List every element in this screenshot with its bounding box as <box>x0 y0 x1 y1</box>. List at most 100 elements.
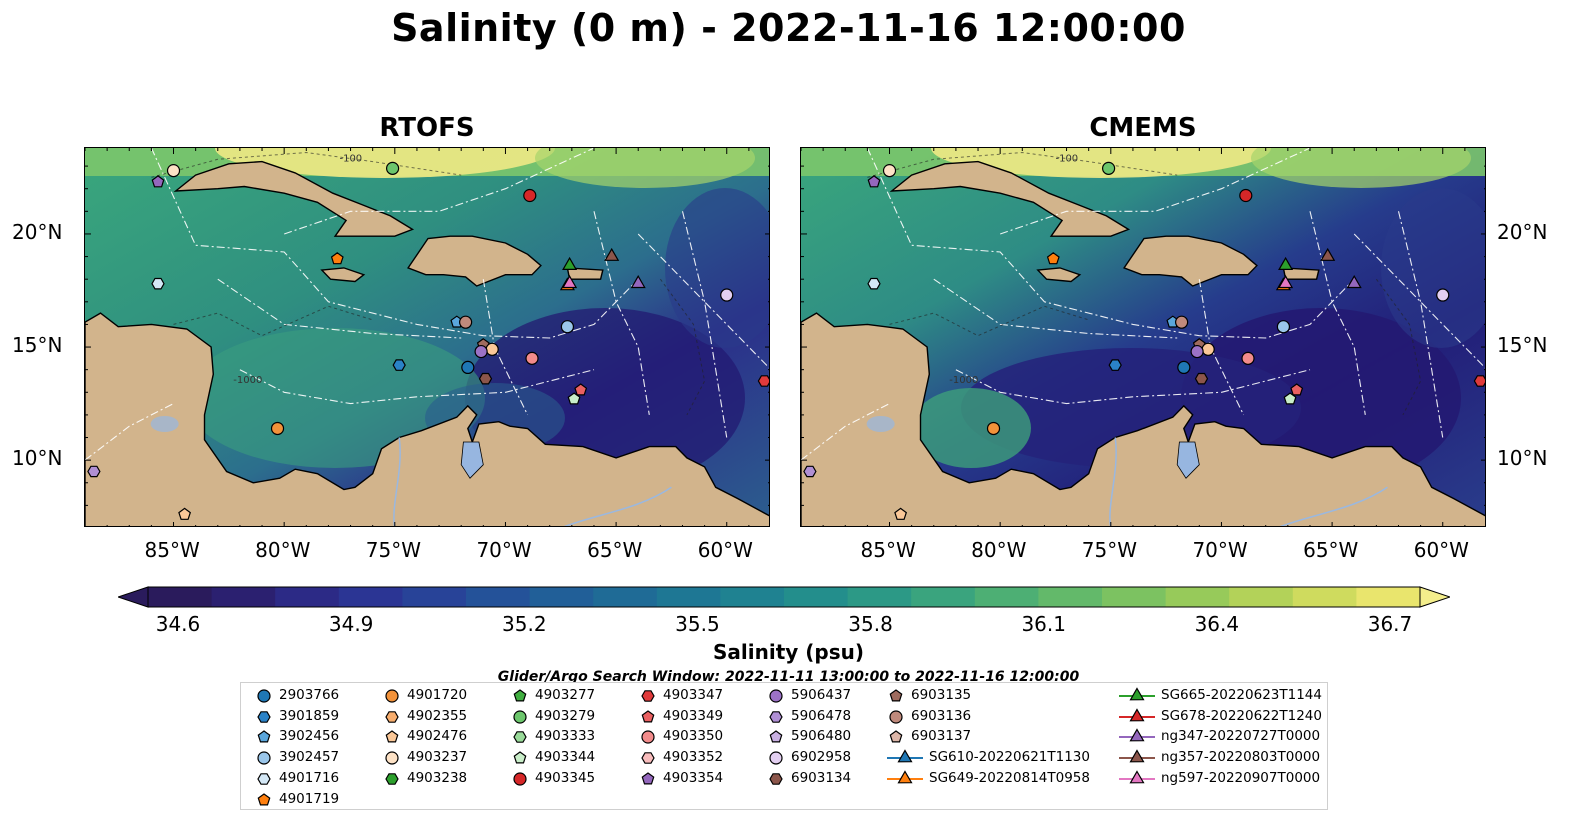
legend-item: SG649-20220814T0958 <box>887 768 1090 788</box>
legend-marker-icon <box>257 689 271 703</box>
station-marker-13 <box>1177 360 1191 375</box>
legend-marker-icon <box>257 710 271 723</box>
legend-marker-icon <box>769 772 783 785</box>
colorbar-tick-label: 34.6 <box>155 612 201 636</box>
panel-title-cmems: CMEMS <box>1089 113 1197 143</box>
legend-item: 5906437 <box>767 685 851 705</box>
station-marker-26 <box>604 247 620 261</box>
station-marker-16 <box>392 359 406 371</box>
legend-marker-icon <box>887 749 923 763</box>
legend-marker-icon <box>889 689 903 702</box>
station-marker-23 <box>562 256 578 271</box>
legend-item: 4903333 <box>511 726 595 746</box>
colorbar-segment <box>974 587 1039 607</box>
colorbar-segment <box>720 587 785 607</box>
legend-marker-icon <box>769 751 783 765</box>
lon-tick-label: 60°W <box>1413 538 1469 562</box>
land-jamaica <box>320 267 366 283</box>
station-marker-11 <box>485 342 499 356</box>
map-panel-cmems: -1000 -100 <box>800 147 1486 527</box>
legend-label: ng347-20220727T0000 <box>1161 728 1321 745</box>
legend-marker-icon <box>1119 749 1155 763</box>
colorbar-segment <box>656 587 721 607</box>
lat-tick-label: 20°N <box>12 219 63 244</box>
legend-symbol <box>1129 770 1145 784</box>
land-puertorico <box>566 267 604 280</box>
legend-item: 4901720 <box>383 685 467 705</box>
legend-marker-icon <box>769 730 783 743</box>
legend-marker-icon <box>257 792 271 805</box>
legend-marker-icon <box>1119 728 1155 742</box>
legend-marker-icon <box>641 709 655 723</box>
station-marker-23 <box>1278 256 1294 271</box>
station-marker-19 <box>1473 375 1485 387</box>
legend-label: 6903134 <box>791 769 852 786</box>
lon-tick-label: 75°W <box>1081 538 1138 562</box>
land-central <box>801 312 1485 526</box>
legend-item: ng597-20220907T0000 <box>1119 768 1320 788</box>
station-marker-21 <box>87 465 101 478</box>
colorbar-tick-label: 35.8 <box>848 612 893 636</box>
legend-label: 2903766 <box>279 687 340 703</box>
legend-label: 4903349 <box>663 707 724 724</box>
legend-item: 4903354 <box>639 768 723 788</box>
legend-symbol <box>257 710 271 723</box>
lon-tick-label: 65°W <box>587 538 643 562</box>
legend-label: 6903135 <box>911 687 972 703</box>
legend-item: 3902457 <box>255 747 339 767</box>
colorbar-segment <box>593 587 658 607</box>
colorbar-tick-label: 36.1 <box>1021 612 1066 636</box>
legend-marker-icon <box>513 710 527 724</box>
legend-symbol <box>1129 728 1145 742</box>
legend-marker-icon <box>889 730 903 743</box>
legend-label: 5906437 <box>791 687 852 703</box>
legend-marker-icon <box>887 770 923 784</box>
colorbar-extend-high <box>1419 586 1450 608</box>
lon-tick-label: 70°W <box>1192 538 1248 562</box>
colorbar-segment <box>911 587 976 607</box>
lat-tick-label: 10°N <box>1497 446 1548 471</box>
legend-symbol <box>385 772 399 785</box>
lat-tick-label: 15°N <box>1497 333 1548 358</box>
legend-symbol <box>889 710 903 724</box>
station-marker-7 <box>459 315 473 329</box>
legend-label: 6902958 <box>791 749 852 766</box>
colorbar-segment <box>275 587 340 607</box>
lon-tick-label: 85°W <box>144 538 200 562</box>
map-canvas: -1000 -100 <box>85 148 769 526</box>
legend-label: 3902456 <box>279 728 340 745</box>
figure-title: Salinity (0 m) - 2022-11-16 12:00:00 <box>391 6 1186 50</box>
legend-label: 4903237 <box>407 749 468 766</box>
legend-marker-icon <box>513 751 527 764</box>
legend-label: 4903333 <box>535 728 596 745</box>
legend-item: 4903238 <box>383 768 467 788</box>
legend-item: 4903352 <box>639 747 723 767</box>
legend-symbol <box>513 731 527 744</box>
legend-symbol <box>513 710 527 724</box>
legend-label: 3901859 <box>279 707 340 724</box>
station-marker-20 <box>270 421 285 436</box>
legend-item: 3902456 <box>255 726 339 746</box>
legend-symbol <box>641 690 655 702</box>
legend-label: 4903350 <box>663 728 724 745</box>
legend-symbol <box>897 749 913 763</box>
colorbar-segment <box>338 587 403 607</box>
station-marker-4 <box>330 252 344 265</box>
legend-label: 6903136 <box>911 707 972 724</box>
colorbar-segment <box>784 587 849 607</box>
legend-item: SG665-20220623T1144 <box>1119 685 1322 705</box>
colorbar-segment <box>1102 587 1167 607</box>
station-marker-16 <box>1108 359 1122 371</box>
station-marker-27 <box>630 274 646 289</box>
legend-symbol <box>1129 707 1145 722</box>
legend-symbol <box>257 751 271 765</box>
station-marker-12 <box>474 344 488 359</box>
legend-marker-icon <box>889 710 903 724</box>
lon-tick-label: 85°W <box>860 538 916 562</box>
legend-label: ng597-20220907T0000 <box>1161 769 1321 786</box>
colorbar-tick-label: 36.7 <box>1367 612 1413 636</box>
legend-label: 5906480 <box>791 728 852 745</box>
legend-symbol <box>513 772 527 786</box>
legend-label: SG649-20220814T0958 <box>929 769 1090 786</box>
station-marker-20 <box>986 421 1001 436</box>
